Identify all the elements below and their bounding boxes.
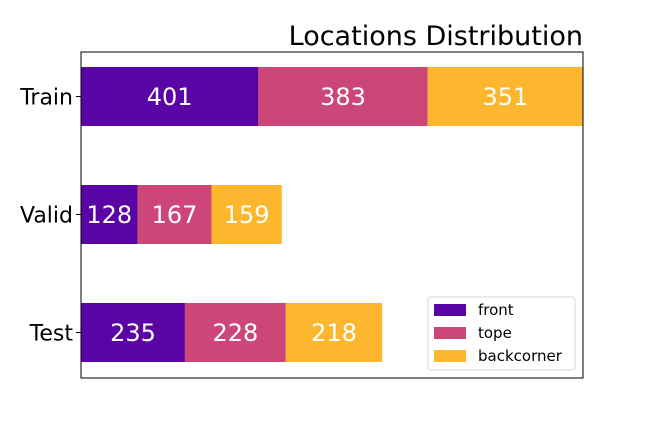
plot-frame bbox=[80, 51, 584, 379]
bar-label-valid-tope: 167 bbox=[152, 201, 198, 229]
legend-label-tope: tope bbox=[478, 324, 512, 342]
legend: front tope backcorner bbox=[427, 296, 576, 371]
bar-label-test-tope: 228 bbox=[212, 319, 258, 347]
bar-valid-backcorner bbox=[211, 185, 282, 244]
bar-group: 401 383 351 128 167 159 235 228 218 bbox=[81, 67, 583, 362]
bar-test-tope bbox=[184, 303, 286, 362]
legend-label-front: front bbox=[478, 301, 514, 319]
bar-train-front bbox=[81, 67, 259, 126]
bar-test-front bbox=[81, 303, 185, 362]
bar-label-test-backcorner: 218 bbox=[311, 319, 357, 347]
legend-swatch-front bbox=[434, 304, 466, 316]
bar-label-test-front: 235 bbox=[110, 319, 156, 347]
bar-valid-tope bbox=[137, 185, 212, 244]
bar-label-train-tope: 383 bbox=[320, 83, 366, 111]
y-axis: Train Valid Test bbox=[19, 86, 81, 347]
bar-label-train-backcorner: 351 bbox=[482, 83, 528, 111]
bar-label-valid-front: 128 bbox=[86, 201, 132, 229]
legend-swatch-backcorner bbox=[434, 350, 466, 362]
bar-test-backcorner bbox=[285, 303, 383, 362]
chart-title: Locations Distribution bbox=[289, 21, 583, 52]
bar-valid-front bbox=[81, 185, 138, 244]
y-tick-label-test: Test bbox=[29, 322, 74, 347]
bar-label-train-front: 401 bbox=[147, 83, 193, 111]
y-tick-label-train: Train bbox=[19, 86, 73, 111]
y-tick-label-valid: Valid bbox=[20, 204, 73, 229]
legend-swatch-tope bbox=[434, 327, 466, 339]
bar-train-tope bbox=[258, 67, 428, 126]
legend-label-backcorner: backcorner bbox=[478, 347, 563, 365]
bar-label-valid-backcorner: 159 bbox=[224, 201, 270, 229]
bar-train-backcorner bbox=[427, 67, 583, 126]
